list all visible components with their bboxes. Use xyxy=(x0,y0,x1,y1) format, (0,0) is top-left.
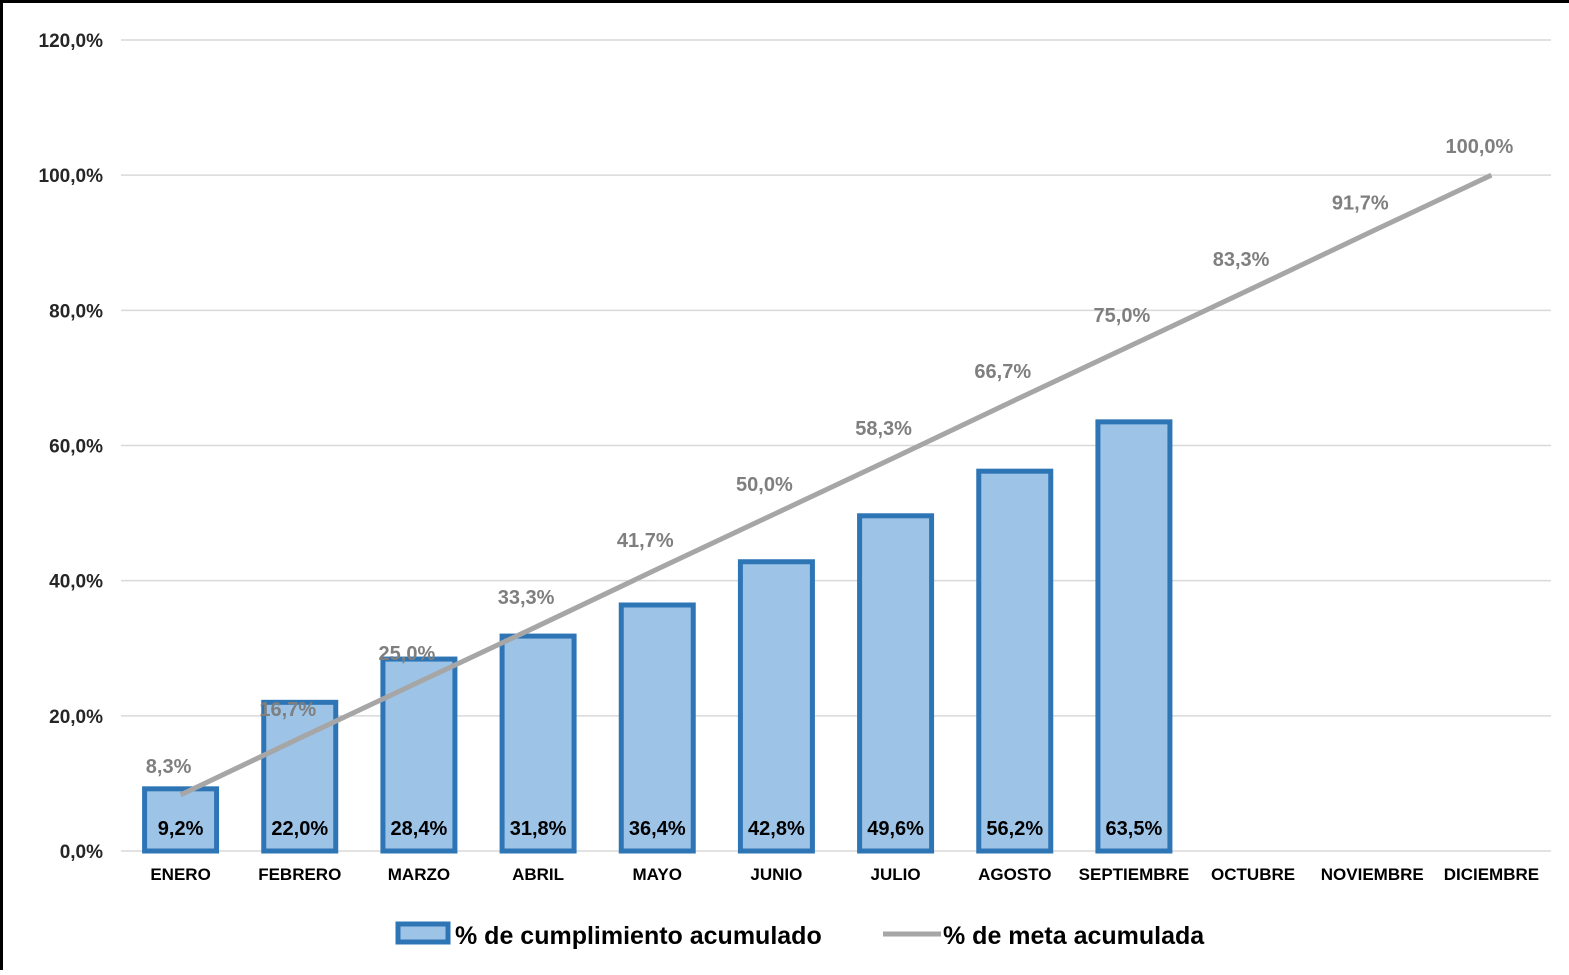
legend-label: % de cumplimiento acumulado xyxy=(455,922,822,950)
axes: 0,0% 20,0% 40,0% 60,0% 80,0% 100,0% 120,0% ENER… xyxy=(39,31,1540,884)
y-tick-label: 40,0% xyxy=(49,572,103,593)
x-tick-label: ENERO xyxy=(150,865,210,884)
legend-item-cumplimiento: % de cumplimiento acumulado xyxy=(395,921,822,950)
x-tick-label: MAYO xyxy=(633,865,682,884)
line-series xyxy=(179,172,1493,798)
legend: % de cumplimiento acumulado % de meta acu… xyxy=(395,921,1205,950)
line-data-label: 25,0% xyxy=(379,643,436,665)
meta-line xyxy=(179,172,1493,798)
legend-label: % de meta acumulada xyxy=(943,922,1205,950)
line-data-label: 58,3% xyxy=(855,418,912,440)
y-tick-label: 100,0% xyxy=(39,166,104,187)
line-data-label: 75,0% xyxy=(1094,305,1151,327)
line-data-label: 100,0% xyxy=(1445,136,1513,158)
x-tick-label: JULIO xyxy=(871,865,921,884)
bar-series xyxy=(142,419,1173,854)
line-data-label: 83,3% xyxy=(1213,249,1270,271)
x-tick-label: AGOSTO xyxy=(978,865,1051,884)
bar-data-label: 9,2% xyxy=(158,818,204,840)
combo-chart: 8,3% 16,7% 25,0% 33,3% 41,7% 50,0% 58,3% 66,7% 7… xyxy=(39,31,1551,950)
x-tick-label: MARZO xyxy=(388,865,450,884)
line-data-label: 50,0% xyxy=(736,474,793,496)
bar xyxy=(142,786,220,854)
bar xyxy=(737,559,815,854)
bar-data-label: 63,5% xyxy=(1106,818,1163,840)
y-tick-label: 120,0% xyxy=(39,31,104,52)
data-labels: 8,3% 16,7% 25,0% 33,3% 41,7% 50,0% 58,3% 66,7% 7… xyxy=(146,136,1514,840)
line-data-label: 41,7% xyxy=(617,530,674,552)
line-data-label: 33,3% xyxy=(498,587,555,609)
y-tick-label: 0,0% xyxy=(60,842,103,863)
bar xyxy=(857,513,935,854)
x-tick-label: JUNIO xyxy=(750,865,802,884)
bar-data-label: 36,4% xyxy=(629,818,686,840)
x-tick-label: NOVIEMBRE xyxy=(1321,865,1424,884)
line-data-label: 16,7% xyxy=(259,699,316,721)
bar xyxy=(618,602,696,854)
x-tick-label: OCTUBRE xyxy=(1211,865,1295,884)
line-data-label: 8,3% xyxy=(146,756,192,778)
x-tick-label: SEPTIEMBRE xyxy=(1079,865,1190,884)
line-data-label: 91,7% xyxy=(1332,192,1389,214)
x-tick-label: ABRIL xyxy=(512,865,564,884)
line-data-label: 66,7% xyxy=(974,361,1031,383)
gridlines xyxy=(121,39,1551,852)
x-tick-label: FEBRERO xyxy=(258,865,341,884)
bar-data-label: 56,2% xyxy=(986,818,1043,840)
bar xyxy=(976,468,1054,854)
bar-data-label: 42,8% xyxy=(748,818,805,840)
legend-item-meta: % de meta acumulada xyxy=(883,922,1205,950)
y-tick-label: 60,0% xyxy=(49,437,103,458)
y-tick-label: 20,0% xyxy=(49,707,103,728)
bar-data-label: 31,8% xyxy=(510,818,567,840)
x-tick-label: DICIEMBRE xyxy=(1444,865,1539,884)
bar-data-label: 22,0% xyxy=(271,818,328,840)
bar-data-label: 49,6% xyxy=(867,818,924,840)
bar-data-label: 28,4% xyxy=(391,818,448,840)
legend-swatch-bar xyxy=(395,921,451,945)
y-tick-label: 80,0% xyxy=(49,301,103,322)
bar xyxy=(1095,419,1173,854)
bar xyxy=(499,633,577,854)
